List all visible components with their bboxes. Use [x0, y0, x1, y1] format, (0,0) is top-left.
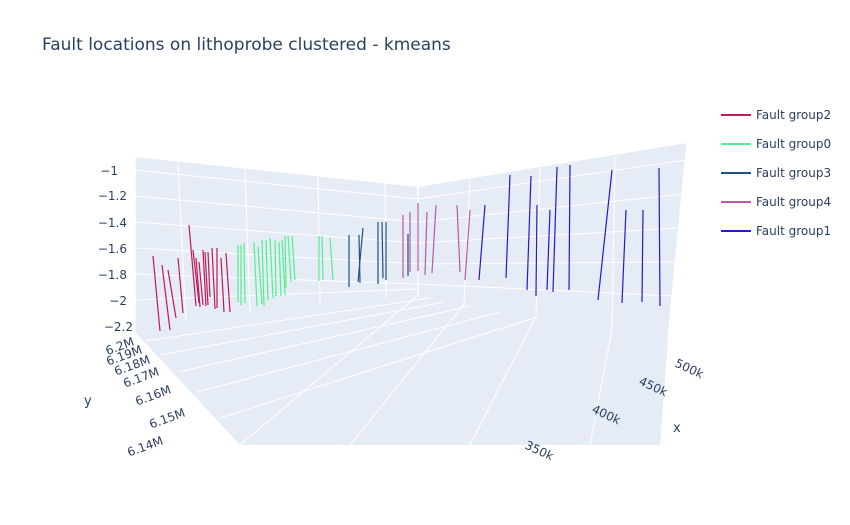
fault-line[interactable] — [192, 249, 200, 304]
fault-line[interactable] — [526, 175, 532, 291]
fault-line[interactable] — [456, 204, 461, 273]
fault-line[interactable] — [464, 209, 471, 281]
legend-item[interactable]: Fault group4 — [721, 195, 831, 209]
fault-line[interactable] — [211, 247, 216, 310]
fault-line[interactable] — [152, 255, 161, 332]
fault-line[interactable] — [198, 261, 204, 306]
fault-line[interactable] — [358, 234, 361, 284]
fault-series[interactable] — [402, 203, 471, 281]
fault-line[interactable] — [220, 257, 225, 313]
fault-line[interactable] — [202, 249, 207, 307]
fault-line[interactable] — [658, 167, 661, 307]
legend-item[interactable]: Fault group0 — [721, 137, 831, 151]
fault-line[interactable] — [243, 242, 246, 304]
fault-line[interactable] — [597, 169, 613, 301]
fault-line[interactable] — [278, 241, 282, 297]
fault-line[interactable] — [568, 164, 571, 291]
legend-label: Fault group2 — [756, 108, 831, 122]
y-tick-label: 6.15M — [147, 406, 187, 432]
fault-line[interactable] — [253, 241, 258, 307]
z-tick-label: −2 — [109, 294, 127, 308]
fault-line[interactable] — [269, 237, 274, 299]
z-tick-label: −1.6 — [98, 242, 127, 256]
z-tick-label: −1.2 — [98, 189, 127, 203]
fault-line[interactable] — [284, 235, 287, 289]
legend-label: Fault group1 — [756, 224, 831, 238]
fault-line[interactable] — [641, 209, 644, 303]
scene[interactable] — [134, 142, 688, 446]
fault-line[interactable] — [177, 257, 184, 314]
x-axis-title: x — [673, 421, 681, 436]
fault-line[interactable] — [535, 204, 538, 297]
fault-line[interactable] — [291, 235, 296, 281]
fault-line[interactable] — [167, 269, 177, 319]
fault-line[interactable] — [478, 204, 486, 281]
legend: Fault group2 Fault group0 Fault group3 F… — [721, 108, 831, 238]
x-tick-label: 500k — [673, 356, 706, 381]
legend-item[interactable]: Fault group2 — [721, 108, 831, 122]
chart-title: Fault locations on lithoprobe clustered … — [42, 35, 451, 55]
fault-line[interactable] — [207, 251, 211, 298]
legend-item[interactable]: Fault group3 — [721, 166, 831, 180]
floor-grid — [145, 294, 613, 446]
fault-series[interactable] — [478, 164, 661, 307]
fault-line[interactable] — [321, 235, 324, 281]
fault-line[interactable] — [424, 211, 428, 276]
fault-line[interactable] — [161, 264, 171, 331]
fault-line[interactable] — [261, 239, 265, 307]
fault-line[interactable] — [546, 209, 551, 291]
fault-line[interactable] — [274, 239, 277, 297]
fault-line[interactable] — [287, 235, 292, 282]
back-wall-left — [135, 157, 418, 332]
fault-line[interactable] — [265, 239, 269, 301]
z-tick-label: −1.4 — [98, 216, 127, 230]
fault-line[interactable] — [195, 257, 201, 308]
z-axis: −1 −1.2 −1.4 −1.6 −1.8 −2 −2.2 — [98, 164, 133, 334]
fault-line[interactable] — [381, 221, 384, 279]
y-tick-label: 6.14M — [125, 434, 165, 460]
back-wall-right — [418, 143, 687, 340]
fault-line[interactable] — [225, 252, 231, 313]
fault-line[interactable] — [281, 239, 286, 296]
y-tick-label: 6.16M — [133, 383, 173, 409]
y-axis-title: y — [84, 394, 92, 409]
fault-line[interactable] — [552, 166, 558, 293]
fault-line[interactable] — [621, 209, 627, 304]
fault-line[interactable] — [188, 224, 197, 307]
fault-series[interactable] — [237, 235, 334, 307]
fault-series[interactable] — [348, 221, 409, 287]
fault-traces[interactable] — [152, 164, 661, 332]
fault-line[interactable] — [505, 174, 511, 279]
fault-series[interactable] — [152, 224, 231, 332]
legend-label: Fault group0 — [756, 137, 831, 151]
fault-line[interactable] — [357, 227, 364, 283]
legend-label: Fault group4 — [756, 195, 831, 209]
z-tick-label: −1 — [100, 164, 118, 178]
fault-line[interactable] — [204, 251, 209, 306]
fault-line[interactable] — [329, 237, 334, 281]
floor — [135, 295, 668, 445]
fault-line[interactable] — [257, 246, 263, 305]
z-tick-label: −1.8 — [98, 268, 127, 282]
fault-line[interactable] — [431, 204, 437, 274]
legend-item[interactable]: Fault group1 — [721, 224, 831, 238]
z-tick-label: −2.2 — [104, 320, 133, 334]
legend-label: Fault group3 — [756, 166, 831, 180]
